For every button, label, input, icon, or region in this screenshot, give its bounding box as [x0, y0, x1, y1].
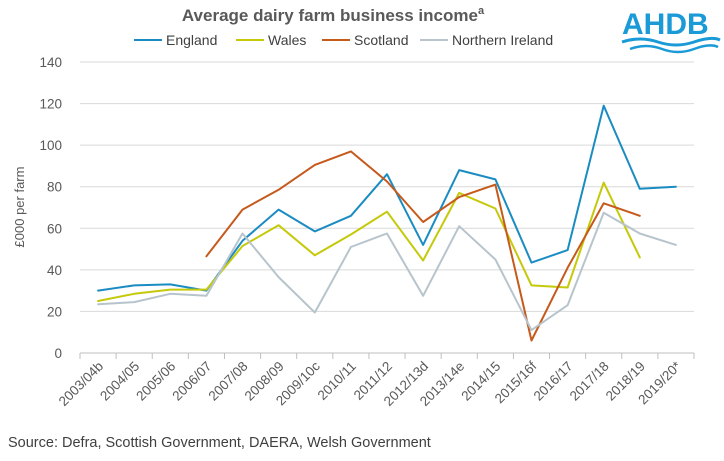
y-tick-label: 20	[47, 304, 62, 319]
y-tick-label: 80	[47, 180, 62, 195]
series-group	[97, 104, 677, 342]
logo-wave-1	[621, 36, 721, 47]
y-tick-label: 0	[54, 346, 62, 361]
legend-label: Wales	[268, 32, 306, 48]
x-tick-label: 2016/17	[531, 359, 576, 404]
x-tick-label: 2005/06	[133, 359, 178, 404]
series-line-england	[97, 104, 677, 292]
y-tick-label: 120	[39, 97, 62, 112]
logo-wave-2	[629, 44, 719, 54]
x-tick-label: 2007/08	[206, 359, 251, 404]
legend-label: England	[166, 32, 217, 48]
series-line-scotland	[205, 150, 641, 342]
logo-text: AHDB	[622, 8, 709, 41]
x-tick-label: 2017/18	[567, 359, 612, 404]
legend: England Wales Scotland Northern Ireland	[134, 32, 553, 48]
y-tick-label: 140	[39, 55, 62, 70]
y-tick-labels: 0 20 40 60 80 100 120 140	[39, 55, 62, 361]
series-line-northern-ireland	[97, 211, 677, 332]
legend-label: Northern Ireland	[452, 32, 553, 48]
x-tick-label: 2004/05	[97, 359, 142, 404]
y-tick-label: 100	[39, 138, 62, 153]
x-tick-label: 2003/04b	[56, 359, 106, 409]
series-line-wales	[97, 181, 641, 302]
x-tick-labels: 2003/04b2004/052005/062006/072007/082008…	[56, 353, 695, 409]
y-tick-label: 60	[47, 221, 62, 236]
x-tick-label: 2010/11	[315, 359, 359, 403]
chart-title: Average dairy farm business incomea	[182, 5, 485, 25]
y-tick-label: 40	[47, 263, 62, 278]
x-tick-label: 2006/07	[169, 359, 214, 404]
ahdb-logo: AHDB	[621, 8, 721, 54]
source-note: Source: Defra, Scottish Government, DAER…	[8, 435, 431, 451]
gridlines	[80, 61, 694, 312]
legend-label: Scotland	[354, 32, 408, 48]
y-axis-label: £000 per farm	[12, 167, 27, 248]
